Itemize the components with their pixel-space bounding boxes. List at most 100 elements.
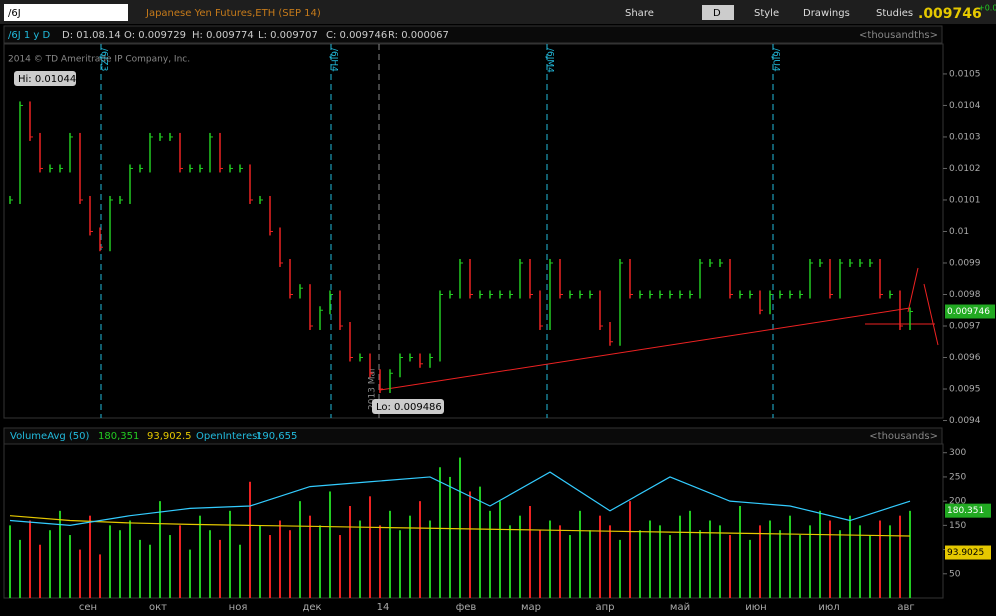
volume-bar <box>769 520 771 598</box>
volume-bar <box>589 530 591 598</box>
volume-bar <box>99 554 101 598</box>
info-item: R: 0.000067 <box>388 30 449 41</box>
lo-bubble <box>372 399 444 414</box>
volume-badge-bg <box>945 545 991 560</box>
volume-bar <box>899 515 901 598</box>
volume-bar <box>459 457 461 598</box>
y-tick-label: 0.0104 <box>949 101 981 111</box>
volume-bar <box>59 510 61 598</box>
volume-bar <box>499 501 501 598</box>
x-label: июн <box>745 602 766 613</box>
y-tick-label: 0.0098 <box>949 290 981 300</box>
volume-bar <box>229 510 231 598</box>
x-label: мар <box>521 602 541 613</box>
y-tick-label: 0.0103 <box>949 132 981 142</box>
expiry-label: /6JZ3 <box>99 48 109 71</box>
volume-bar <box>529 505 531 598</box>
volume-bar <box>749 539 751 598</box>
units: <thousandths> <box>859 30 938 41</box>
volume-bar <box>159 501 161 598</box>
volume-bar <box>569 535 571 598</box>
volume-bar <box>659 525 661 598</box>
x-label: фев <box>456 602 477 613</box>
volume-bar <box>679 515 681 598</box>
volume-bar <box>649 520 651 598</box>
info-item: D: 01.08.14 <box>62 30 121 41</box>
volume-bar <box>449 476 451 598</box>
info-item: C: 0.009746 <box>326 30 387 41</box>
info-items: /6J 1 y D D: 01.08.14 O: 0.009729 H: 0.0097… <box>8 30 449 41</box>
info-item: H: 0.009774 <box>192 30 254 41</box>
volume-bar <box>779 530 781 598</box>
volume-bar <box>709 520 711 598</box>
change: +0.0 <box>978 4 996 13</box>
hi-label: Hi: 0.01044 <box>18 74 76 85</box>
volume-bar <box>629 501 631 598</box>
volume-bar <box>409 515 411 598</box>
volume-bar <box>419 501 421 598</box>
volume-bar <box>609 525 611 598</box>
volume-bar <box>699 530 701 598</box>
btn[interactable]: Share <box>625 8 654 19</box>
btn-d-bg[interactable] <box>702 5 734 20</box>
y-tick-label: 0.01 <box>949 227 969 237</box>
volume-bar <box>139 539 141 598</box>
volume-bar <box>329 491 331 598</box>
y-tick-label: 0.0095 <box>949 385 981 395</box>
volume-bar <box>189 549 191 598</box>
volume-bar <box>339 535 341 598</box>
volume-bar <box>469 491 471 598</box>
price-badge-bg <box>945 304 995 319</box>
volume-bar <box>269 535 271 598</box>
open-interest-line <box>9 471 911 526</box>
volume-avg-line <box>9 515 911 537</box>
arrow <box>907 267 919 313</box>
y-tick-label: 0.0102 <box>949 164 981 174</box>
legend-item: VolumeAvg (50) <box>10 431 90 442</box>
volume-bar <box>89 515 91 598</box>
volume-bar <box>439 467 441 598</box>
volume-bar <box>509 525 511 598</box>
y-tick-label: 0.0097 <box>949 321 981 331</box>
volume-bar <box>669 535 671 598</box>
volume-bar <box>29 520 31 598</box>
y-tick-label: 250 <box>949 472 966 482</box>
volume-bar <box>889 525 891 598</box>
volume-bar <box>859 525 861 598</box>
y-tick-label: 50 <box>949 569 961 579</box>
volume-bar <box>619 539 621 598</box>
volume-bar <box>869 535 871 598</box>
volume-bar <box>19 539 21 598</box>
x-label: окт <box>149 602 167 613</box>
volume-bar <box>829 520 831 598</box>
volume-bar <box>319 525 321 598</box>
symbol-box[interactable] <box>4 4 128 21</box>
price-badge: 0.009746 <box>947 307 990 317</box>
volume-panel <box>3 443 944 599</box>
volume-bar <box>909 510 911 598</box>
volume-bar <box>559 525 561 598</box>
hi-bubble <box>14 71 76 86</box>
x-label: сен <box>79 602 97 613</box>
btn[interactable]: Studies <box>876 8 913 19</box>
volume-bar <box>219 539 221 598</box>
y-tick-label: 0.0101 <box>949 195 981 205</box>
volume-bar <box>119 530 121 598</box>
volume-bar <box>389 510 391 598</box>
volume-bar <box>309 515 311 598</box>
volume-legend: VolumeAvg (50) 180,351 93,902.5 OpenInteres… <box>10 431 297 442</box>
y-tick-label: 0.0094 <box>949 416 981 426</box>
btn[interactable]: Drawings <box>803 8 850 19</box>
volume-bar <box>369 496 371 598</box>
lo-label: Lo: 0.009486 <box>376 402 442 413</box>
volume-bar <box>179 525 181 598</box>
volume-bar <box>539 530 541 598</box>
volume-bar <box>879 520 881 598</box>
btn[interactable]: D <box>713 8 721 19</box>
btn[interactable]: Style <box>754 8 779 19</box>
x-label: июл <box>818 602 839 613</box>
expiry-label: /6JM4 <box>545 48 555 73</box>
volume-bar <box>209 530 211 598</box>
volume-bar <box>79 549 81 598</box>
